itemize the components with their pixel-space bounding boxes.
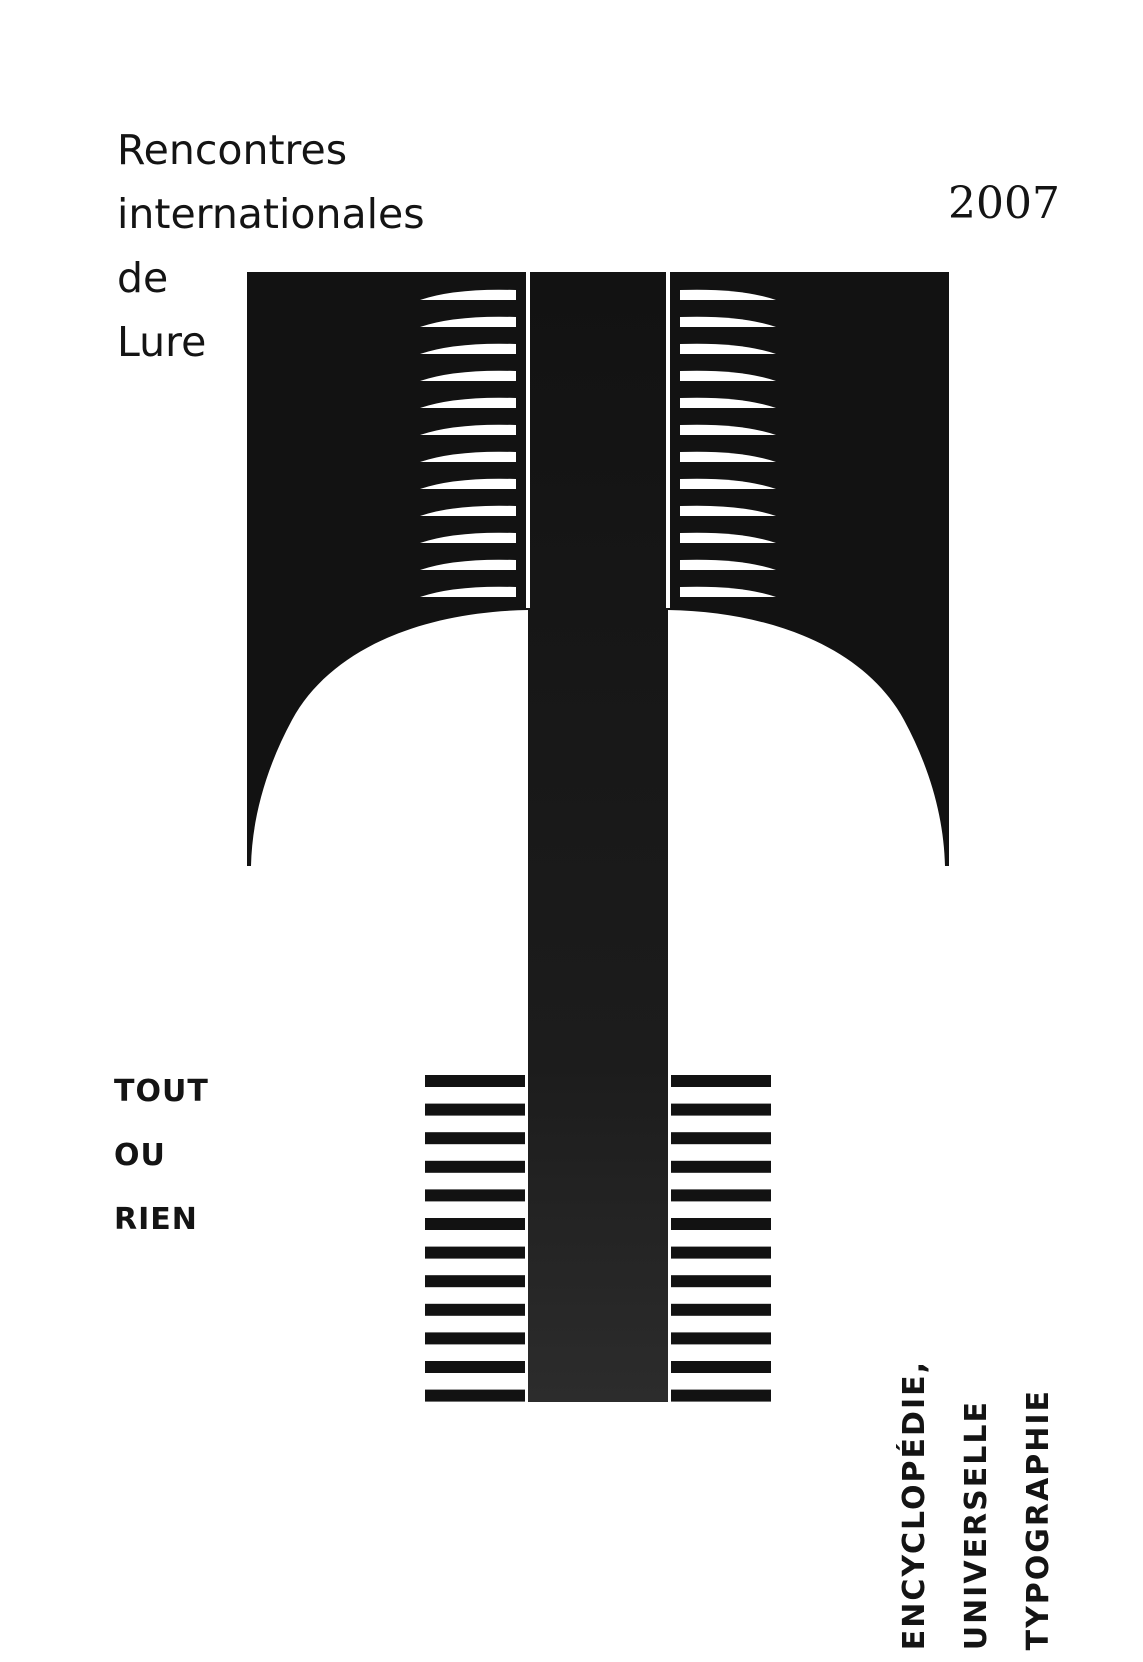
left-arm-slots — [420, 289, 516, 597]
comb-bar-left — [425, 1160, 525, 1173]
comb-bar-right — [671, 1303, 771, 1316]
comb-bars — [425, 1075, 771, 1402]
comb-bar-left — [425, 1275, 525, 1288]
comb-bar-right — [671, 1332, 771, 1345]
left-slot — [420, 451, 516, 462]
comb-bar-right — [671, 1103, 771, 1116]
title-line-2: internationales — [117, 190, 425, 238]
comb-bar-left — [425, 1389, 525, 1402]
t-stem — [528, 272, 668, 1402]
right-slot — [680, 370, 776, 381]
title-line-1: Rencontres — [117, 126, 348, 174]
comb-bar-left — [425, 1246, 525, 1259]
left-slot — [420, 478, 516, 489]
right-slot — [680, 478, 776, 489]
right-slot — [680, 316, 776, 327]
theme-line-2: UNIVERSELLE — [959, 1399, 994, 1650]
comb-bar-right — [671, 1361, 771, 1373]
right-slot — [680, 451, 776, 462]
comb-bar-left — [425, 1103, 525, 1116]
right-slot — [680, 586, 776, 597]
comb-bar-left — [425, 1075, 525, 1087]
motto: TOUT OU RIEN — [114, 1060, 209, 1252]
t-right-arm — [668, 272, 949, 866]
comb-bar-right — [671, 1246, 771, 1259]
comb-bar-right — [671, 1389, 771, 1402]
comb-bar-right — [671, 1160, 771, 1173]
event-year: 2007 — [948, 178, 1060, 229]
motto-line-2: OU — [114, 1138, 166, 1173]
right-slot — [680, 532, 776, 543]
theme-line-1: ENCYCLOPÉDIE, — [897, 1359, 932, 1650]
left-slot — [420, 397, 516, 408]
left-slot — [420, 559, 516, 570]
motto-line-3: RIEN — [114, 1202, 198, 1237]
left-slot — [420, 370, 516, 381]
left-slot — [420, 532, 516, 543]
theme-block: ENCYCLOPÉDIE, UNIVERSELLE TYPOGRAPHIE — [897, 1290, 1097, 1650]
left-slot — [420, 343, 516, 354]
comb-bar-right — [671, 1075, 771, 1087]
left-slot — [420, 424, 516, 435]
comb-bar-right — [671, 1218, 771, 1230]
comb-bar-left — [425, 1303, 525, 1316]
title-line-4: Lure — [117, 318, 207, 366]
left-slot — [420, 505, 516, 516]
event-title: Rencontres internationales de Lure — [117, 118, 425, 374]
left-slot — [420, 289, 516, 300]
title-line-3: de — [117, 254, 169, 302]
right-slot — [680, 424, 776, 435]
comb-bar-left — [425, 1332, 525, 1345]
t-left-arm — [247, 272, 528, 866]
left-slot — [420, 316, 516, 327]
right-slot — [680, 559, 776, 570]
comb-bar-right — [671, 1132, 771, 1145]
comb-bar-right — [671, 1189, 771, 1202]
comb-bar-left — [425, 1189, 525, 1202]
comb-bar-left — [425, 1132, 525, 1145]
comb-bar-left — [425, 1218, 525, 1230]
right-slot — [680, 343, 776, 354]
comb-bar-left — [425, 1361, 525, 1373]
theme-line-3: TYPOGRAPHIE — [1021, 1388, 1056, 1650]
right-slot — [680, 397, 776, 408]
right-slot — [680, 289, 776, 300]
right-slot — [680, 505, 776, 516]
left-slot — [420, 586, 516, 597]
motto-line-1: TOUT — [114, 1074, 209, 1109]
right-arm-slots — [680, 289, 776, 597]
comb-bar-right — [671, 1275, 771, 1288]
